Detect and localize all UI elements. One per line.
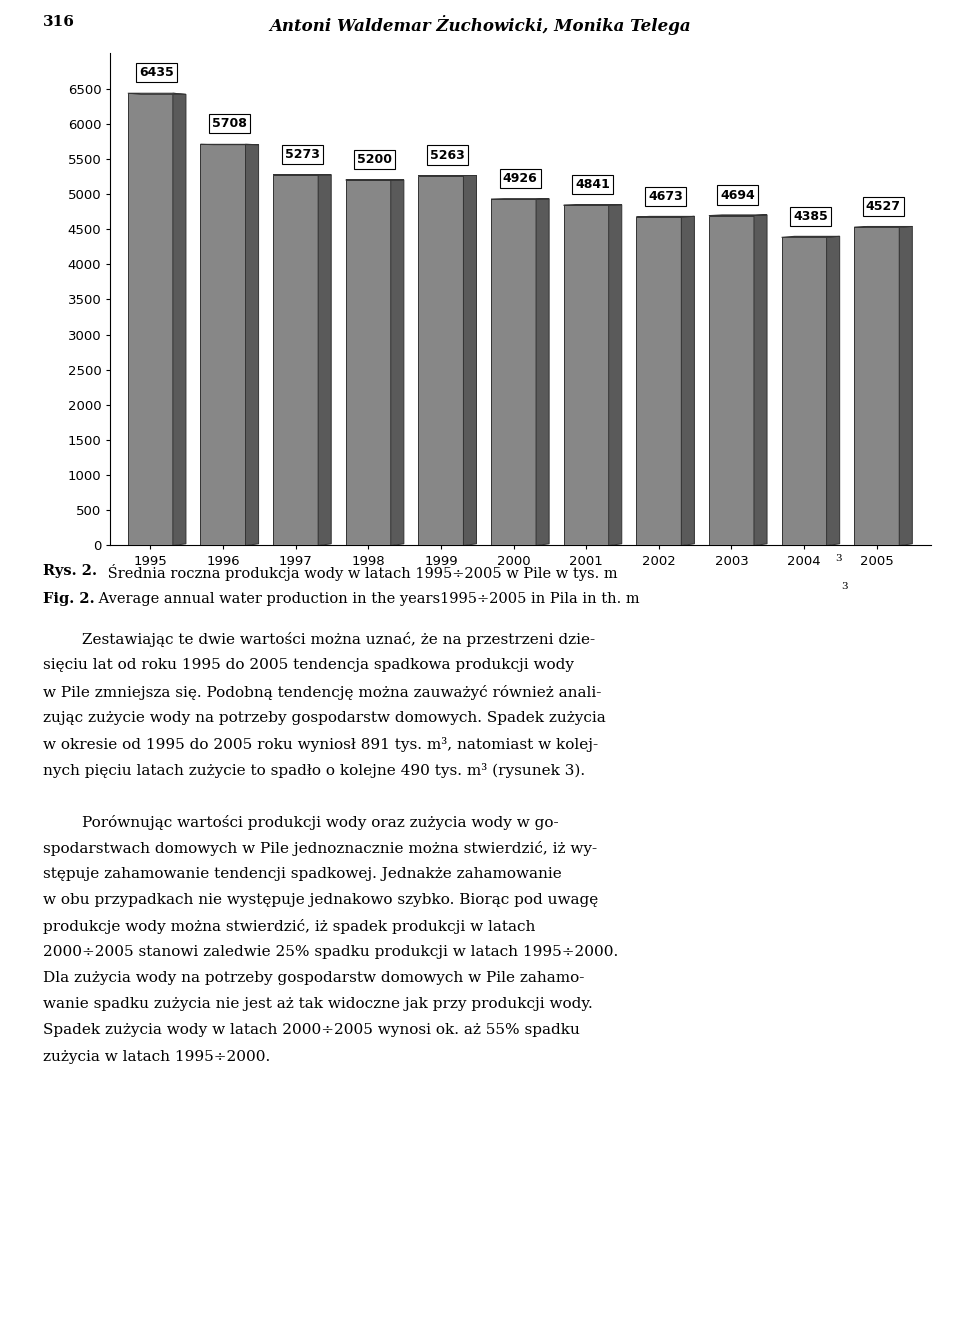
Text: w obu przypadkach nie występuje jednakowo szybko. Biorąc pod uwagę: w obu przypadkach nie występuje jednakow… bbox=[43, 893, 598, 906]
Text: spodarstwach domowych w Pile jednoznacznie można stwierdzić, iż wy-: spodarstwach domowych w Pile jednoznaczn… bbox=[43, 841, 597, 856]
Text: zużycia w latach 1995÷2000.: zużycia w latach 1995÷2000. bbox=[43, 1050, 271, 1063]
Polygon shape bbox=[754, 215, 767, 545]
Text: zując zużycie wody na potrzeby gospodarstw domowych. Spadek zużycia: zując zużycie wody na potrzeby gospodars… bbox=[43, 711, 606, 725]
Text: 3: 3 bbox=[841, 582, 848, 591]
Text: wanie spadku zużycia nie jest aż tak widoczne jak przy produkcji wody.: wanie spadku zużycia nie jest aż tak wid… bbox=[43, 997, 593, 1011]
Bar bbox=[564, 206, 609, 545]
Bar bbox=[128, 94, 173, 545]
Bar bbox=[491, 199, 536, 545]
Text: 4673: 4673 bbox=[648, 190, 683, 203]
Text: Rys. 2.: Rys. 2. bbox=[43, 564, 97, 578]
Text: sięciu lat od roku 1995 do 2005 tendencja spadkowa produkcji wody: sięciu lat od roku 1995 do 2005 tendencj… bbox=[43, 659, 574, 673]
Polygon shape bbox=[173, 94, 186, 545]
Text: Porównując wartości produkcji wody oraz zużycia wody w go-: Porównując wartości produkcji wody oraz … bbox=[43, 816, 559, 830]
Text: 4694: 4694 bbox=[721, 189, 756, 202]
Bar bbox=[636, 217, 682, 545]
Text: 4527: 4527 bbox=[866, 201, 900, 213]
Text: stępuje zahamowanie tendencji spadkowej. Jednakże zahamowanie: stępuje zahamowanie tendencji spadkowej.… bbox=[43, 868, 562, 881]
Text: Fig. 2.: Fig. 2. bbox=[43, 592, 95, 606]
Text: Spadek zużycia wody w latach 2000÷2005 wynosi ok. aż 55% spadku: Spadek zużycia wody w latach 2000÷2005 w… bbox=[43, 1024, 580, 1038]
Polygon shape bbox=[391, 180, 404, 545]
Text: 316: 316 bbox=[43, 15, 75, 29]
Text: 3: 3 bbox=[835, 554, 842, 563]
Text: 6435: 6435 bbox=[139, 66, 175, 79]
Text: produkcje wody można stwierdzić, iż spadek produkcji w latach: produkcje wody można stwierdzić, iż spad… bbox=[43, 920, 536, 935]
Text: 2000÷2005 stanowi zaledwie 25% spadku produkcji w latach 1995÷2000.: 2000÷2005 stanowi zaledwie 25% spadku pr… bbox=[43, 945, 618, 959]
Polygon shape bbox=[682, 217, 694, 545]
Polygon shape bbox=[536, 199, 549, 545]
Text: Dla zużycia wody na potrzeby gospodarstw domowych w Pile zahamo-: Dla zużycia wody na potrzeby gospodarstw… bbox=[43, 972, 585, 985]
Text: Average annual water production in the years1995÷2005 in Pila in th. m: Average annual water production in the y… bbox=[94, 592, 639, 606]
Text: Średnia roczna produkcja wody w latach 1995÷2005 w Pile w tys. m: Średnia roczna produkcja wody w latach 1… bbox=[103, 564, 617, 582]
Text: 5263: 5263 bbox=[430, 148, 465, 162]
Bar bbox=[201, 144, 246, 545]
Polygon shape bbox=[900, 226, 912, 545]
Text: 4926: 4926 bbox=[503, 172, 538, 186]
Text: Zestawiając te dwie wartości można uznać, że na przestrzeni dzie-: Zestawiając te dwie wartości można uznać… bbox=[43, 632, 595, 647]
Bar bbox=[346, 180, 391, 545]
Text: 4385: 4385 bbox=[793, 210, 828, 223]
Text: nych pięciu latach zużycie to spadło o kolejne 490 tys. m³ (rysunek 3).: nych pięciu latach zużycie to spadło o k… bbox=[43, 763, 586, 778]
Text: w Pile zmniejsza się. Podobną tendencję można zauważyć również anali-: w Pile zmniejsza się. Podobną tendencję … bbox=[43, 685, 602, 699]
Bar bbox=[854, 227, 900, 545]
Text: 5273: 5273 bbox=[285, 148, 320, 160]
Bar bbox=[781, 237, 827, 545]
Polygon shape bbox=[318, 175, 331, 545]
Text: 5200: 5200 bbox=[357, 152, 393, 166]
Polygon shape bbox=[609, 205, 622, 545]
Text: 4841: 4841 bbox=[575, 178, 611, 191]
Polygon shape bbox=[464, 175, 476, 545]
Polygon shape bbox=[246, 144, 258, 545]
Bar bbox=[708, 215, 754, 545]
Text: 5708: 5708 bbox=[212, 118, 247, 130]
Polygon shape bbox=[827, 237, 840, 545]
Bar bbox=[273, 175, 318, 545]
Text: Antoni Waldemar Żuchowicki, Monika Telega: Antoni Waldemar Żuchowicki, Monika Teleg… bbox=[269, 15, 691, 35]
Bar bbox=[419, 175, 464, 545]
Text: w okresie od 1995 do 2005 roku wyniosł 891 tys. m³, natomiast w kolej-: w okresie od 1995 do 2005 roku wyniosł 8… bbox=[43, 737, 598, 751]
